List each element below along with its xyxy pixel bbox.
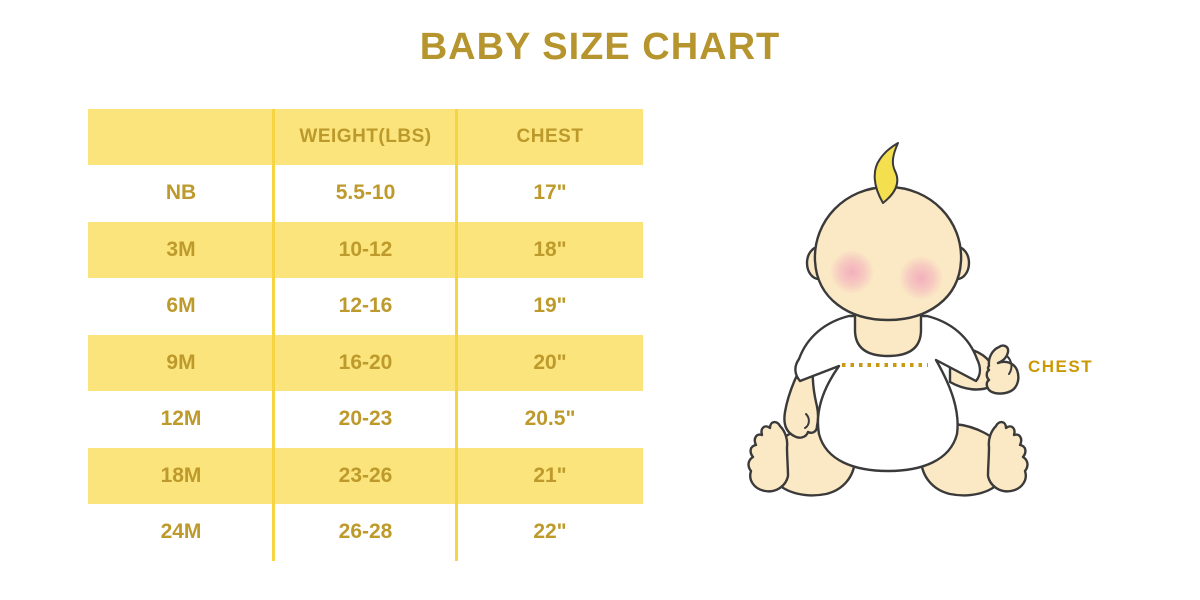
table-header-row: WEIGHT(LBS) CHEST <box>88 109 643 165</box>
table-row: 6M 12-16 19" <box>88 278 643 335</box>
weight-cell: 26-28 <box>338 520 393 544</box>
baby-left-blush <box>830 250 874 294</box>
weight-cell: 20-23 <box>338 407 393 431</box>
chest-cell: 21" <box>533 463 567 487</box>
size-cell: 6M <box>166 294 196 318</box>
chest-cell: 20" <box>533 350 567 374</box>
table-row: 9M 16-20 20" <box>88 334 643 391</box>
header-cell: WEIGHT(LBS) <box>299 126 432 147</box>
table-row: NB 5.5-10 17" <box>88 165 643 222</box>
table-body: NB 5.5-10 17" 3M 10-12 18" 6M 12-16 19" 9M 16-20 20… <box>88 165 643 561</box>
baby-head <box>813 185 963 322</box>
chest-cell: 19" <box>533 294 567 318</box>
chest-cell: 17" <box>533 181 567 205</box>
size-cell: 18M <box>160 463 202 487</box>
table-row: 12M 20-23 20.5" <box>88 391 643 448</box>
baby-onesie <box>794 314 982 473</box>
baby-right-blush <box>899 256 943 300</box>
header-cell: CHEST <box>516 126 584 147</box>
weight-cell: 12-16 <box>338 294 393 318</box>
chest-label: CHEST <box>1028 357 1093 376</box>
table-row: 3M 10-12 18" <box>88 221 643 278</box>
weight-cell: 5.5-10 <box>335 181 396 205</box>
weight-cell: 16-20 <box>338 350 393 374</box>
page-title: BABY SIZE CHART <box>419 26 781 68</box>
size-cell: 12M <box>160 407 202 431</box>
baby-right-foot <box>986 420 1029 493</box>
column-divider <box>455 109 458 561</box>
table-row: 24M 26-28 22" <box>88 504 643 561</box>
baby-fist-detail <box>1006 355 1013 375</box>
table-row: 18M 23-26 21" <box>88 447 643 504</box>
baby-right-fist <box>985 344 1020 395</box>
size-cell: 9M <box>166 350 196 374</box>
size-cell: NB <box>165 181 197 205</box>
column-divider <box>272 109 275 561</box>
size-cell: 3M <box>166 237 196 261</box>
size-table: WEIGHT(LBS) CHEST NB 5.5-10 17" 3M 10-12 18" 6M… <box>88 109 643 561</box>
baby-illustration: CHEST <box>747 142 1093 497</box>
baby-left-foot <box>747 420 790 493</box>
size-cell: 24M <box>160 520 202 544</box>
baby-hair-curl <box>873 142 899 204</box>
weight-cell: 10-12 <box>338 237 393 261</box>
chest-cell: 22" <box>533 520 567 544</box>
chest-cell: 18" <box>533 237 567 261</box>
chest-cell: 20.5" <box>524 407 576 431</box>
weight-cell: 23-26 <box>338 463 393 487</box>
baby-hand-detail <box>804 413 810 429</box>
